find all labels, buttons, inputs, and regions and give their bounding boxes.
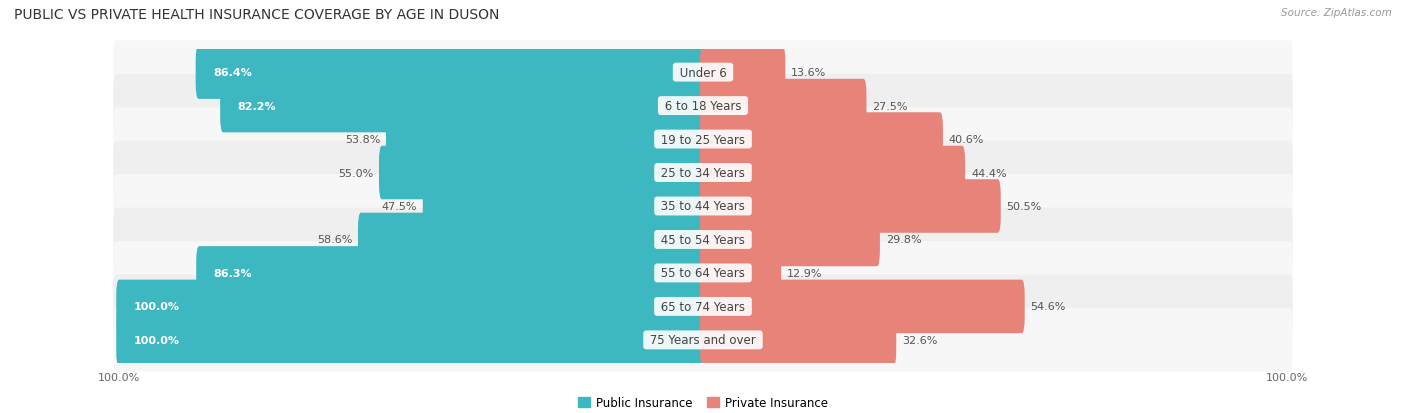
FancyBboxPatch shape <box>380 146 706 200</box>
Text: 45 to 54 Years: 45 to 54 Years <box>657 233 749 247</box>
Text: PUBLIC VS PRIVATE HEALTH INSURANCE COVERAGE BY AGE IN DUSON: PUBLIC VS PRIVATE HEALTH INSURANCE COVER… <box>14 8 499 22</box>
Text: 25 to 34 Years: 25 to 34 Years <box>657 166 749 180</box>
Text: 29.8%: 29.8% <box>886 235 921 245</box>
FancyBboxPatch shape <box>114 175 1292 238</box>
Text: 47.5%: 47.5% <box>381 202 418 211</box>
Text: 55.0%: 55.0% <box>337 168 373 178</box>
FancyBboxPatch shape <box>197 247 706 300</box>
Text: 53.8%: 53.8% <box>344 135 380 145</box>
FancyBboxPatch shape <box>359 213 706 267</box>
Text: 44.4%: 44.4% <box>972 168 1007 178</box>
Text: 65 to 74 Years: 65 to 74 Years <box>657 300 749 313</box>
FancyBboxPatch shape <box>195 46 706 100</box>
FancyBboxPatch shape <box>114 242 1292 305</box>
FancyBboxPatch shape <box>221 80 706 133</box>
Text: 32.6%: 32.6% <box>903 335 938 345</box>
FancyBboxPatch shape <box>700 113 943 166</box>
Text: 50.5%: 50.5% <box>1007 202 1042 211</box>
FancyBboxPatch shape <box>114 208 1292 272</box>
FancyBboxPatch shape <box>700 46 786 100</box>
Text: 19 to 25 Years: 19 to 25 Years <box>657 133 749 146</box>
FancyBboxPatch shape <box>114 41 1292 104</box>
Text: 82.2%: 82.2% <box>238 101 277 112</box>
FancyBboxPatch shape <box>700 247 782 300</box>
FancyBboxPatch shape <box>700 280 1025 333</box>
Text: 35 to 44 Years: 35 to 44 Years <box>657 200 749 213</box>
Text: 86.3%: 86.3% <box>214 268 252 278</box>
FancyBboxPatch shape <box>114 108 1292 171</box>
Text: 54.6%: 54.6% <box>1031 301 1066 312</box>
FancyBboxPatch shape <box>114 141 1292 205</box>
FancyBboxPatch shape <box>114 309 1292 372</box>
FancyBboxPatch shape <box>700 313 896 367</box>
FancyBboxPatch shape <box>700 146 965 200</box>
Text: 100.0%: 100.0% <box>134 301 180 312</box>
Text: Under 6: Under 6 <box>676 66 730 79</box>
FancyBboxPatch shape <box>114 275 1292 338</box>
FancyBboxPatch shape <box>700 80 866 133</box>
FancyBboxPatch shape <box>700 213 880 267</box>
Text: 6 to 18 Years: 6 to 18 Years <box>661 100 745 113</box>
FancyBboxPatch shape <box>117 313 706 367</box>
Text: 12.9%: 12.9% <box>787 268 823 278</box>
Text: 55 to 64 Years: 55 to 64 Years <box>657 267 749 280</box>
Text: 58.6%: 58.6% <box>316 235 352 245</box>
Text: Source: ZipAtlas.com: Source: ZipAtlas.com <box>1281 8 1392 18</box>
Text: 40.6%: 40.6% <box>949 135 984 145</box>
Text: 86.4%: 86.4% <box>214 68 252 78</box>
Text: 13.6%: 13.6% <box>792 68 827 78</box>
FancyBboxPatch shape <box>700 180 1001 233</box>
FancyBboxPatch shape <box>387 113 706 166</box>
Text: 75 Years and over: 75 Years and over <box>647 334 759 347</box>
Text: 100.0%: 100.0% <box>134 335 180 345</box>
Legend: Public Insurance, Private Insurance: Public Insurance, Private Insurance <box>574 392 832 413</box>
FancyBboxPatch shape <box>423 180 706 233</box>
FancyBboxPatch shape <box>117 280 706 333</box>
Text: 27.5%: 27.5% <box>872 101 908 112</box>
FancyBboxPatch shape <box>114 75 1292 138</box>
